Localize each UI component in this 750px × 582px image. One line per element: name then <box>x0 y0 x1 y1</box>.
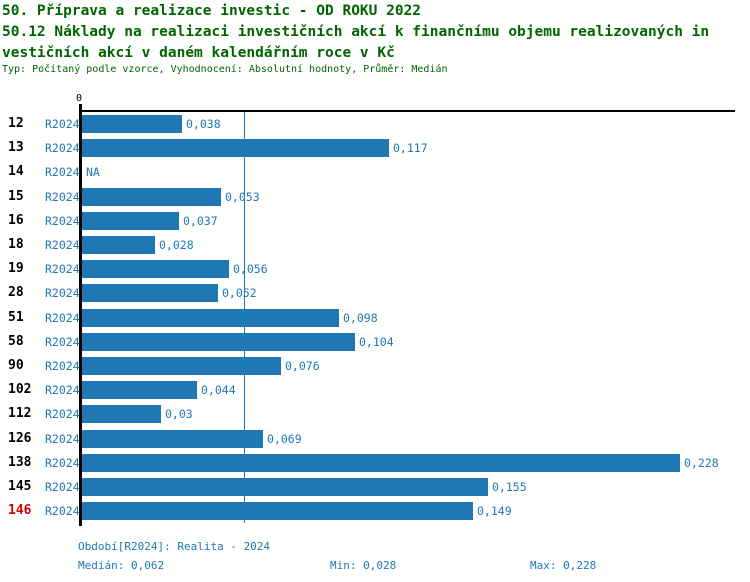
axis-zero-tick-label: 0 <box>76 93 83 104</box>
row-number-label: 112 <box>8 406 32 422</box>
value-label: 0,098 <box>343 310 378 325</box>
chart-row: 19 R2024 0,056 <box>0 257 750 281</box>
bar <box>82 260 229 279</box>
footer-period: Období[R2024]: Realita - 2024 <box>78 540 271 553</box>
chart-row: 16 R2024 0,037 <box>0 209 750 233</box>
row-number-label: 14 <box>8 164 24 180</box>
indicator-title-line1: 50.12 Náklady na realizaci investičních … <box>2 24 710 40</box>
series-label: R2024 <box>45 334 80 349</box>
chart-row: 58 R2024 0,104 <box>0 330 750 354</box>
value-label: 0,028 <box>159 238 194 252</box>
series-label: R2024 <box>45 504 80 519</box>
value-label: 0,037 <box>183 213 218 228</box>
chart-row: 15 R2024 0,053 <box>0 185 750 209</box>
row-number-label: 51 <box>8 309 24 325</box>
chart-row: 14 R2024 NA <box>0 160 750 184</box>
chart-row: 146 R2024 0,149 <box>0 499 750 523</box>
chart-row: 12 R2024 0,038 <box>0 112 750 136</box>
bar <box>82 284 218 303</box>
row-number-label: 90 <box>8 358 24 373</box>
indicator-meta: Typ: Počítaný podle vzorce, Vyhodnocení:… <box>2 64 448 75</box>
footer-median: Medián: 0,062 <box>78 559 165 572</box>
x-axis-top-line <box>79 110 735 112</box>
bar <box>82 236 155 254</box>
row-number-label: 102 <box>8 382 32 398</box>
bar <box>82 429 263 448</box>
chart-row: 112 R2024 0,03 <box>0 402 750 426</box>
row-number-label: 126 <box>8 430 32 446</box>
chart-row: 18 R2024 0,028 <box>0 233 750 257</box>
series-label: R2024 <box>45 165 80 180</box>
series-label: R2024 <box>45 359 80 373</box>
row-number-label: 19 <box>8 261 24 277</box>
value-label: 0,155 <box>492 480 527 494</box>
series-label: R2024 <box>45 117 80 131</box>
bar <box>82 211 179 230</box>
value-label: 0,052 <box>222 286 257 301</box>
bar <box>82 453 680 472</box>
bar <box>82 405 161 424</box>
chart-row: 28 R2024 0,052 <box>0 281 750 305</box>
chart-row: 145 R2024 0,155 <box>0 475 750 499</box>
y-axis-line <box>79 104 82 526</box>
value-label: 0,228 <box>684 455 719 470</box>
value-label: 0,076 <box>285 359 320 373</box>
bar <box>82 139 389 158</box>
row-number-label: 138 <box>8 454 32 470</box>
indicator-title-line2: vestičních akcí v daném kalendářním roce… <box>2 45 395 61</box>
series-label: R2024 <box>45 310 80 325</box>
value-label: 0,149 <box>477 504 512 519</box>
na-label: NA <box>86 165 100 180</box>
report-title: 50. Příprava a realizace investic - OD R… <box>2 3 422 19</box>
chart-row: 138 R2024 0,228 <box>0 451 750 475</box>
row-number-label: 16 <box>8 212 24 228</box>
series-label: R2024 <box>45 407 80 422</box>
row-number-label: 146 <box>8 503 32 519</box>
series-label: R2024 <box>45 213 80 228</box>
row-number-label: 28 <box>8 285 24 301</box>
chart-row: 51 R2024 0,098 <box>0 306 750 330</box>
series-label: R2024 <box>45 189 80 204</box>
row-number-label: 58 <box>8 333 24 349</box>
footer-min: Min: 0,028 <box>330 559 397 572</box>
bar <box>82 502 473 521</box>
row-number-label: 12 <box>8 116 24 131</box>
value-label: 0,069 <box>267 431 302 446</box>
value-label: 0,104 <box>359 334 394 349</box>
series-label: R2024 <box>45 238 80 252</box>
bar <box>82 478 488 496</box>
bar <box>82 357 281 375</box>
footer-max: Max: 0,228 <box>530 559 597 572</box>
row-number-label: 18 <box>8 237 24 252</box>
value-label: 0,056 <box>233 262 268 277</box>
chart-row: 90 R2024 0,076 <box>0 354 750 378</box>
series-label: R2024 <box>45 480 80 494</box>
row-number-label: 145 <box>8 479 32 494</box>
row-number-label: 13 <box>8 140 24 156</box>
series-label: R2024 <box>45 455 80 470</box>
bar <box>82 308 339 327</box>
series-label: R2024 <box>45 286 80 301</box>
series-label: R2024 <box>45 383 80 398</box>
chart-row: 102 R2024 0,044 <box>0 378 750 402</box>
bar <box>82 381 197 400</box>
chart-row: 126 R2024 0,069 <box>0 427 750 451</box>
series-label: R2024 <box>45 431 80 446</box>
chart-row: 13 R2024 0,117 <box>0 136 750 160</box>
value-label: 0,117 <box>393 141 428 156</box>
value-label: 0,03 <box>165 407 193 422</box>
value-label: 0,044 <box>201 383 236 398</box>
series-label: R2024 <box>45 141 80 156</box>
value-label: 0,053 <box>225 189 260 204</box>
series-label: R2024 <box>45 262 80 277</box>
bar <box>82 115 182 133</box>
bar <box>82 187 221 206</box>
row-number-label: 15 <box>8 188 24 204</box>
value-label: 0,038 <box>186 117 221 131</box>
bar <box>82 332 355 351</box>
